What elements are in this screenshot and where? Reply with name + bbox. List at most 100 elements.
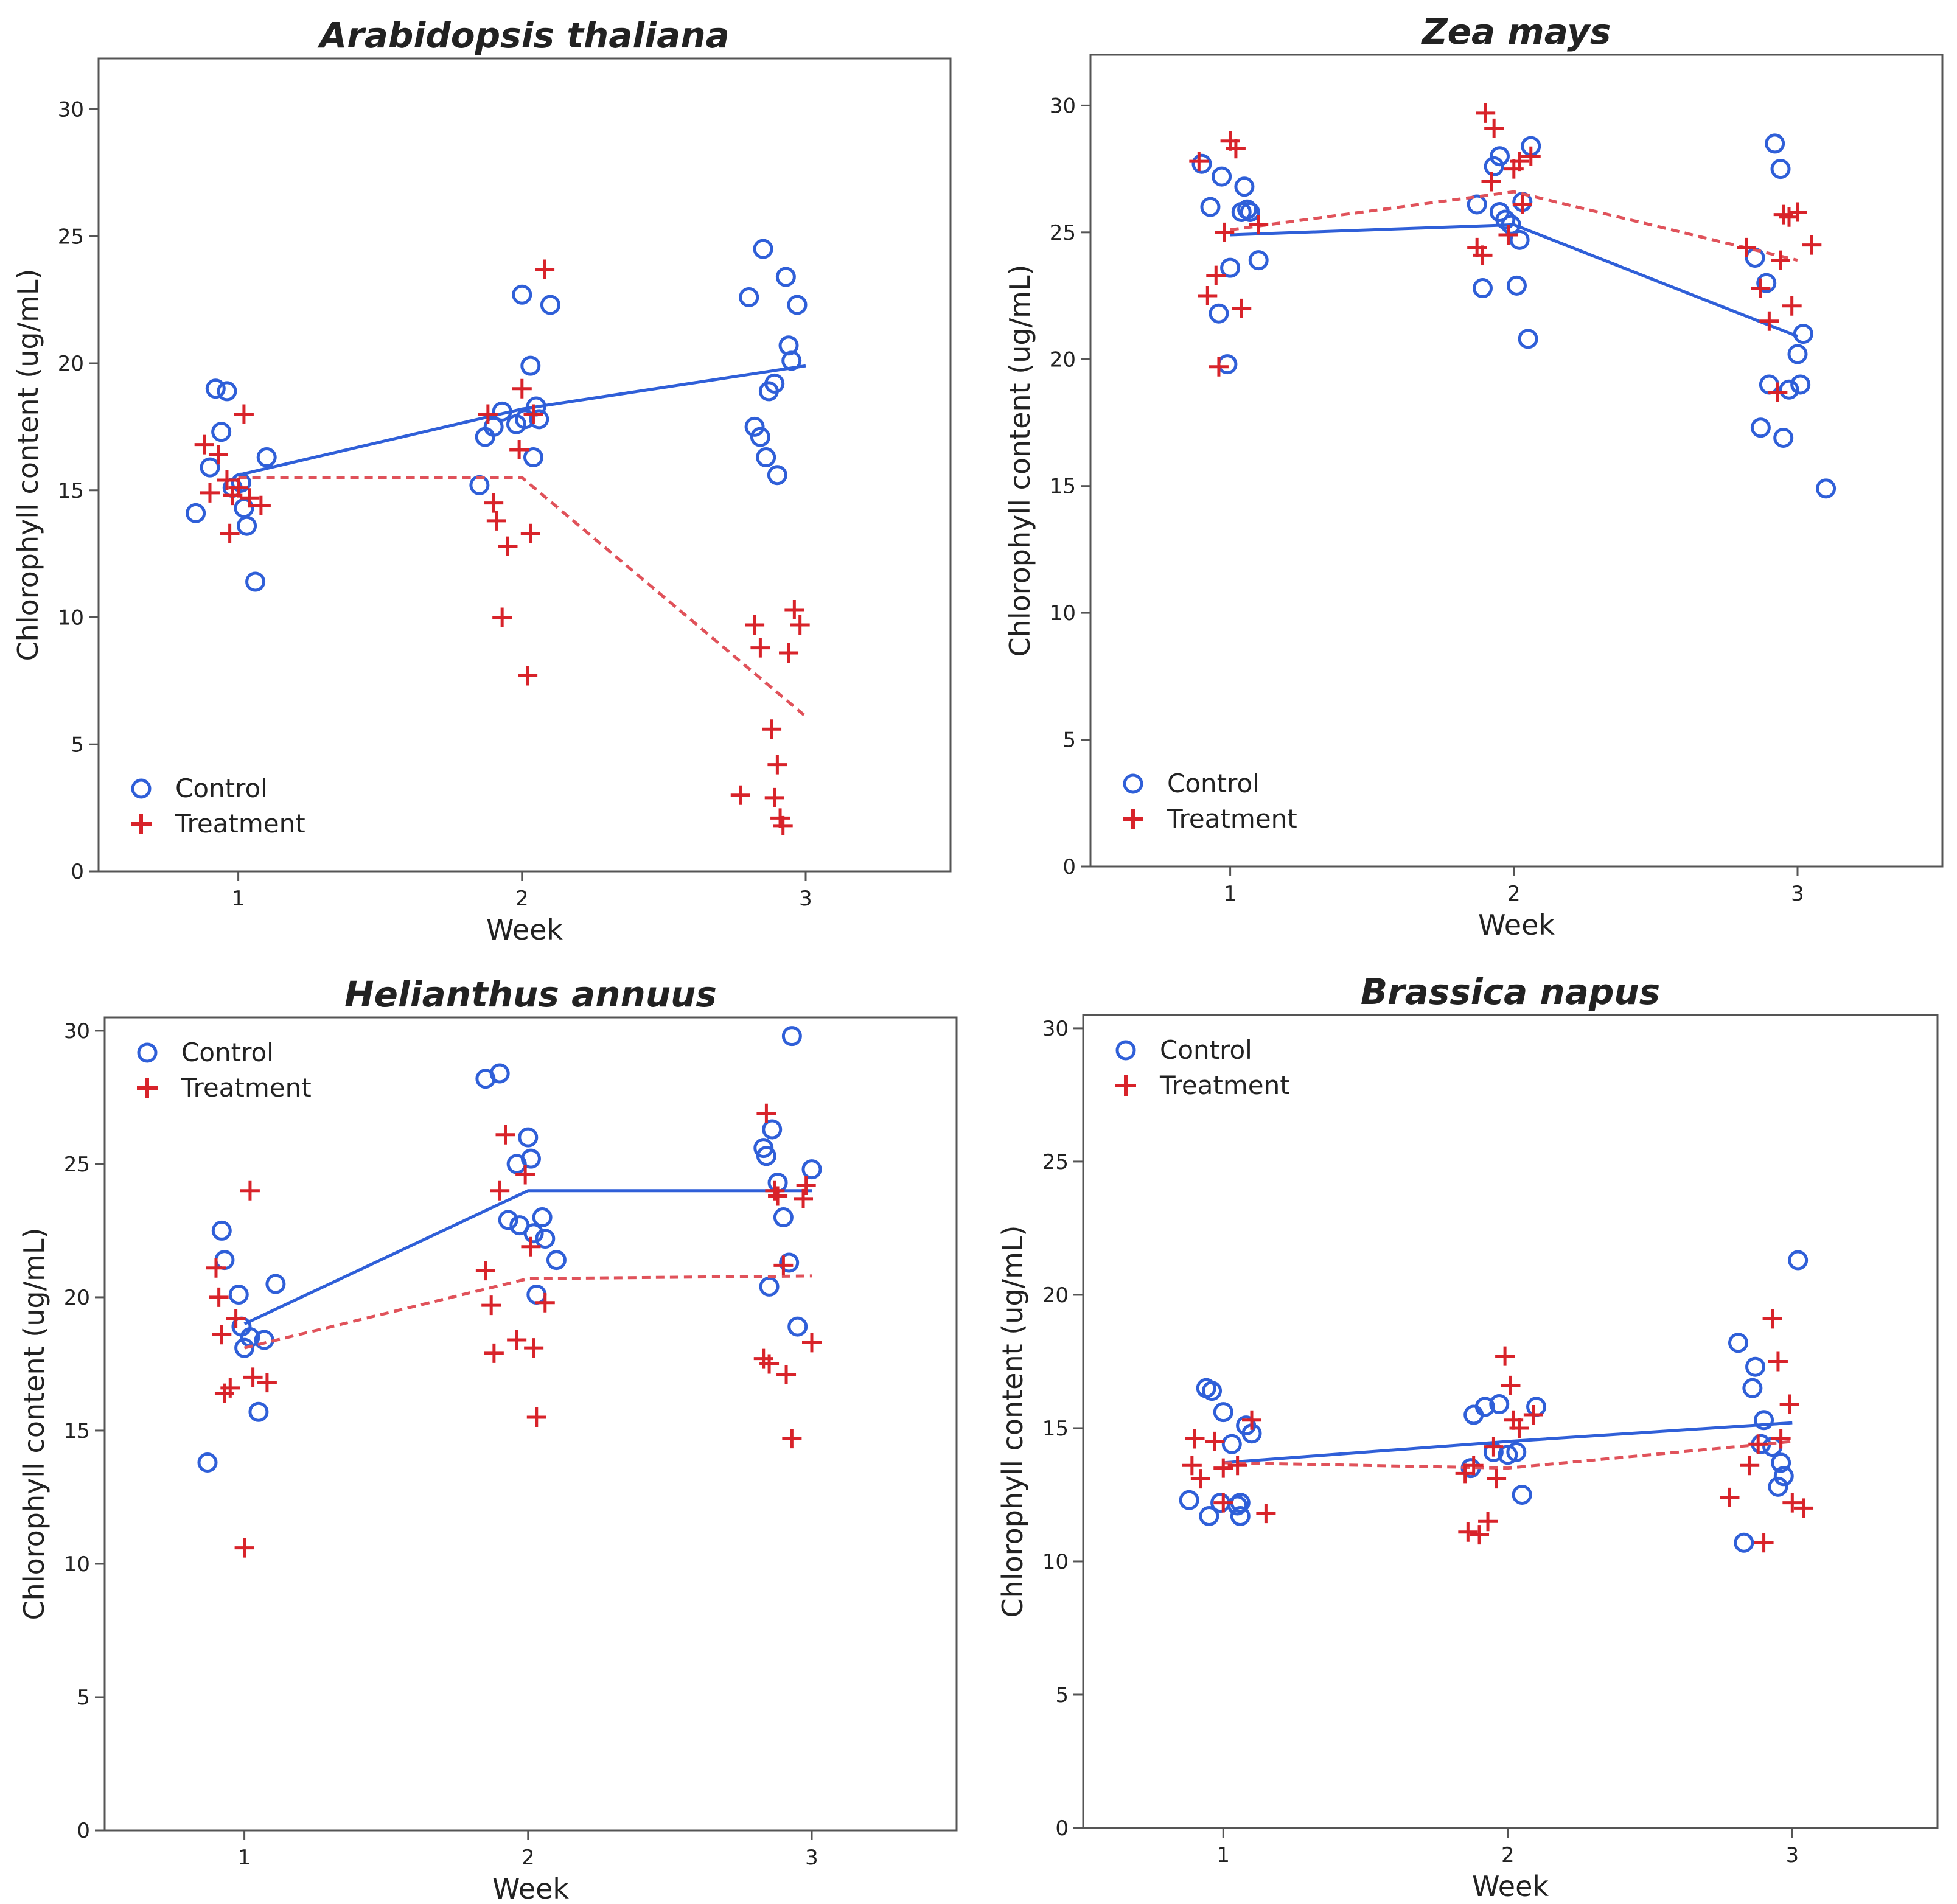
treatment-point bbox=[1771, 250, 1791, 270]
legend-control-label: Control bbox=[1167, 769, 1260, 798]
treatment-point bbox=[790, 615, 810, 635]
control-point bbox=[787, 1316, 808, 1337]
treatment-point bbox=[1249, 215, 1269, 235]
treatment-point bbox=[1470, 1525, 1490, 1545]
control-point bbox=[773, 1207, 794, 1228]
treatment-point bbox=[1227, 1456, 1247, 1476]
treatment-point bbox=[1463, 1456, 1484, 1476]
control-point bbox=[1209, 303, 1229, 324]
treatment-point bbox=[535, 259, 555, 279]
y-tick-label: 0 bbox=[71, 860, 84, 884]
treatment-point bbox=[220, 523, 240, 543]
treatment-point bbox=[768, 1186, 788, 1206]
control-point bbox=[750, 427, 770, 447]
plot-frame bbox=[103, 1016, 958, 1832]
legend-treatment-marker bbox=[1115, 1075, 1136, 1096]
treatment-point bbox=[492, 607, 512, 627]
treatment-point bbox=[1768, 1351, 1788, 1372]
treatment-point bbox=[1458, 1522, 1478, 1542]
mean-line-control bbox=[1223, 1421, 1793, 1465]
control-point bbox=[1790, 374, 1811, 395]
treatment-point bbox=[1782, 296, 1802, 316]
legend-control-label: Control bbox=[181, 1037, 274, 1067]
treatment-point bbox=[1802, 235, 1822, 255]
y-tick-label: 25 bbox=[1042, 1150, 1069, 1174]
treatment-point bbox=[208, 445, 228, 465]
legend-control-marker bbox=[1115, 1040, 1136, 1061]
treatment-point bbox=[779, 643, 799, 663]
treatment-point bbox=[1213, 1493, 1233, 1513]
control-point bbox=[1234, 176, 1255, 197]
control-point bbox=[1506, 275, 1527, 296]
treatment-point bbox=[773, 815, 793, 835]
y-tick-label: 15 bbox=[1050, 475, 1076, 499]
y-tick-label: 0 bbox=[1055, 1816, 1069, 1841]
control-point bbox=[498, 1210, 518, 1230]
treatment-point bbox=[1737, 237, 1757, 257]
chart-title: Helianthus annuus bbox=[344, 974, 717, 1015]
control-point bbox=[1221, 1434, 1242, 1454]
legend-control-marker bbox=[131, 778, 152, 799]
legend-control-label: Control bbox=[1160, 1035, 1252, 1065]
y-tick-label: 20 bbox=[1050, 347, 1076, 372]
control-point bbox=[1734, 1532, 1754, 1553]
treatment-point bbox=[1206, 265, 1226, 285]
control-point bbox=[535, 1229, 556, 1249]
control-point bbox=[1506, 1442, 1527, 1462]
control-point bbox=[767, 465, 787, 486]
series-treatment bbox=[206, 1103, 822, 1558]
treatment-point bbox=[524, 1338, 544, 1358]
control-point bbox=[1179, 1490, 1199, 1510]
treatment-point bbox=[251, 495, 271, 515]
control-point bbox=[787, 295, 808, 315]
treatment-point bbox=[1476, 103, 1496, 123]
y-tick-label: 30 bbox=[1042, 1017, 1069, 1041]
treatment-point bbox=[1189, 152, 1209, 172]
panel-arabidopsis-thaliana: Arabidopsis thaliana 0 5 10 15 20 25 30 1 2 3 Week C… bbox=[12, 15, 952, 946]
treatment-point bbox=[257, 1373, 277, 1393]
control-point bbox=[1765, 133, 1785, 154]
y-tick-label: 20 bbox=[64, 1286, 90, 1310]
legend-treatment-marker bbox=[1123, 809, 1143, 829]
treatment-point bbox=[1232, 298, 1252, 318]
treatment-point bbox=[1748, 1434, 1768, 1454]
y-tick-label: 15 bbox=[64, 1419, 90, 1443]
treatment-point bbox=[217, 470, 237, 490]
treatment-point bbox=[1788, 202, 1807, 222]
treatment-point bbox=[518, 666, 538, 686]
treatment-point bbox=[1751, 278, 1771, 298]
legend-treatment-marker bbox=[137, 1078, 158, 1098]
control-point bbox=[1518, 329, 1538, 349]
treatment-point bbox=[240, 488, 260, 508]
control-point bbox=[1248, 250, 1269, 271]
treatment-point bbox=[243, 1367, 263, 1387]
treatment-point bbox=[1512, 194, 1532, 214]
x-tick-label: 1 bbox=[232, 887, 245, 911]
treatment-point bbox=[794, 1188, 814, 1208]
control-point bbox=[231, 472, 251, 493]
treatment-point bbox=[767, 755, 787, 775]
legend-treatment-label: Treatment bbox=[175, 809, 305, 839]
treatment-point bbox=[776, 1364, 797, 1384]
treatment-point bbox=[802, 1333, 822, 1353]
control-point bbox=[489, 1063, 510, 1084]
treatment-point bbox=[1509, 1418, 1529, 1438]
x-tick-label: 3 bbox=[1791, 882, 1804, 906]
x-tick-label: 1 bbox=[1216, 1843, 1230, 1867]
control-point bbox=[1509, 229, 1530, 250]
treatment-point bbox=[507, 1330, 527, 1350]
control-point bbox=[1498, 1445, 1518, 1465]
treatment-point bbox=[1213, 1458, 1233, 1478]
control-point bbox=[1754, 1410, 1774, 1431]
legend: Control Treatment bbox=[137, 1037, 312, 1103]
x-tick-label: 3 bbox=[799, 887, 812, 911]
control-point bbox=[739, 287, 759, 307]
mean-line-treatment bbox=[238, 476, 807, 718]
y-tick-label: 5 bbox=[1062, 728, 1076, 753]
x-axis-label: Week bbox=[492, 1872, 569, 1904]
treatment-point bbox=[535, 1292, 555, 1313]
legend-control-marker bbox=[137, 1042, 158, 1063]
control-point bbox=[1788, 1250, 1809, 1271]
treatment-point bbox=[759, 1354, 780, 1374]
treatment-point bbox=[520, 523, 540, 543]
